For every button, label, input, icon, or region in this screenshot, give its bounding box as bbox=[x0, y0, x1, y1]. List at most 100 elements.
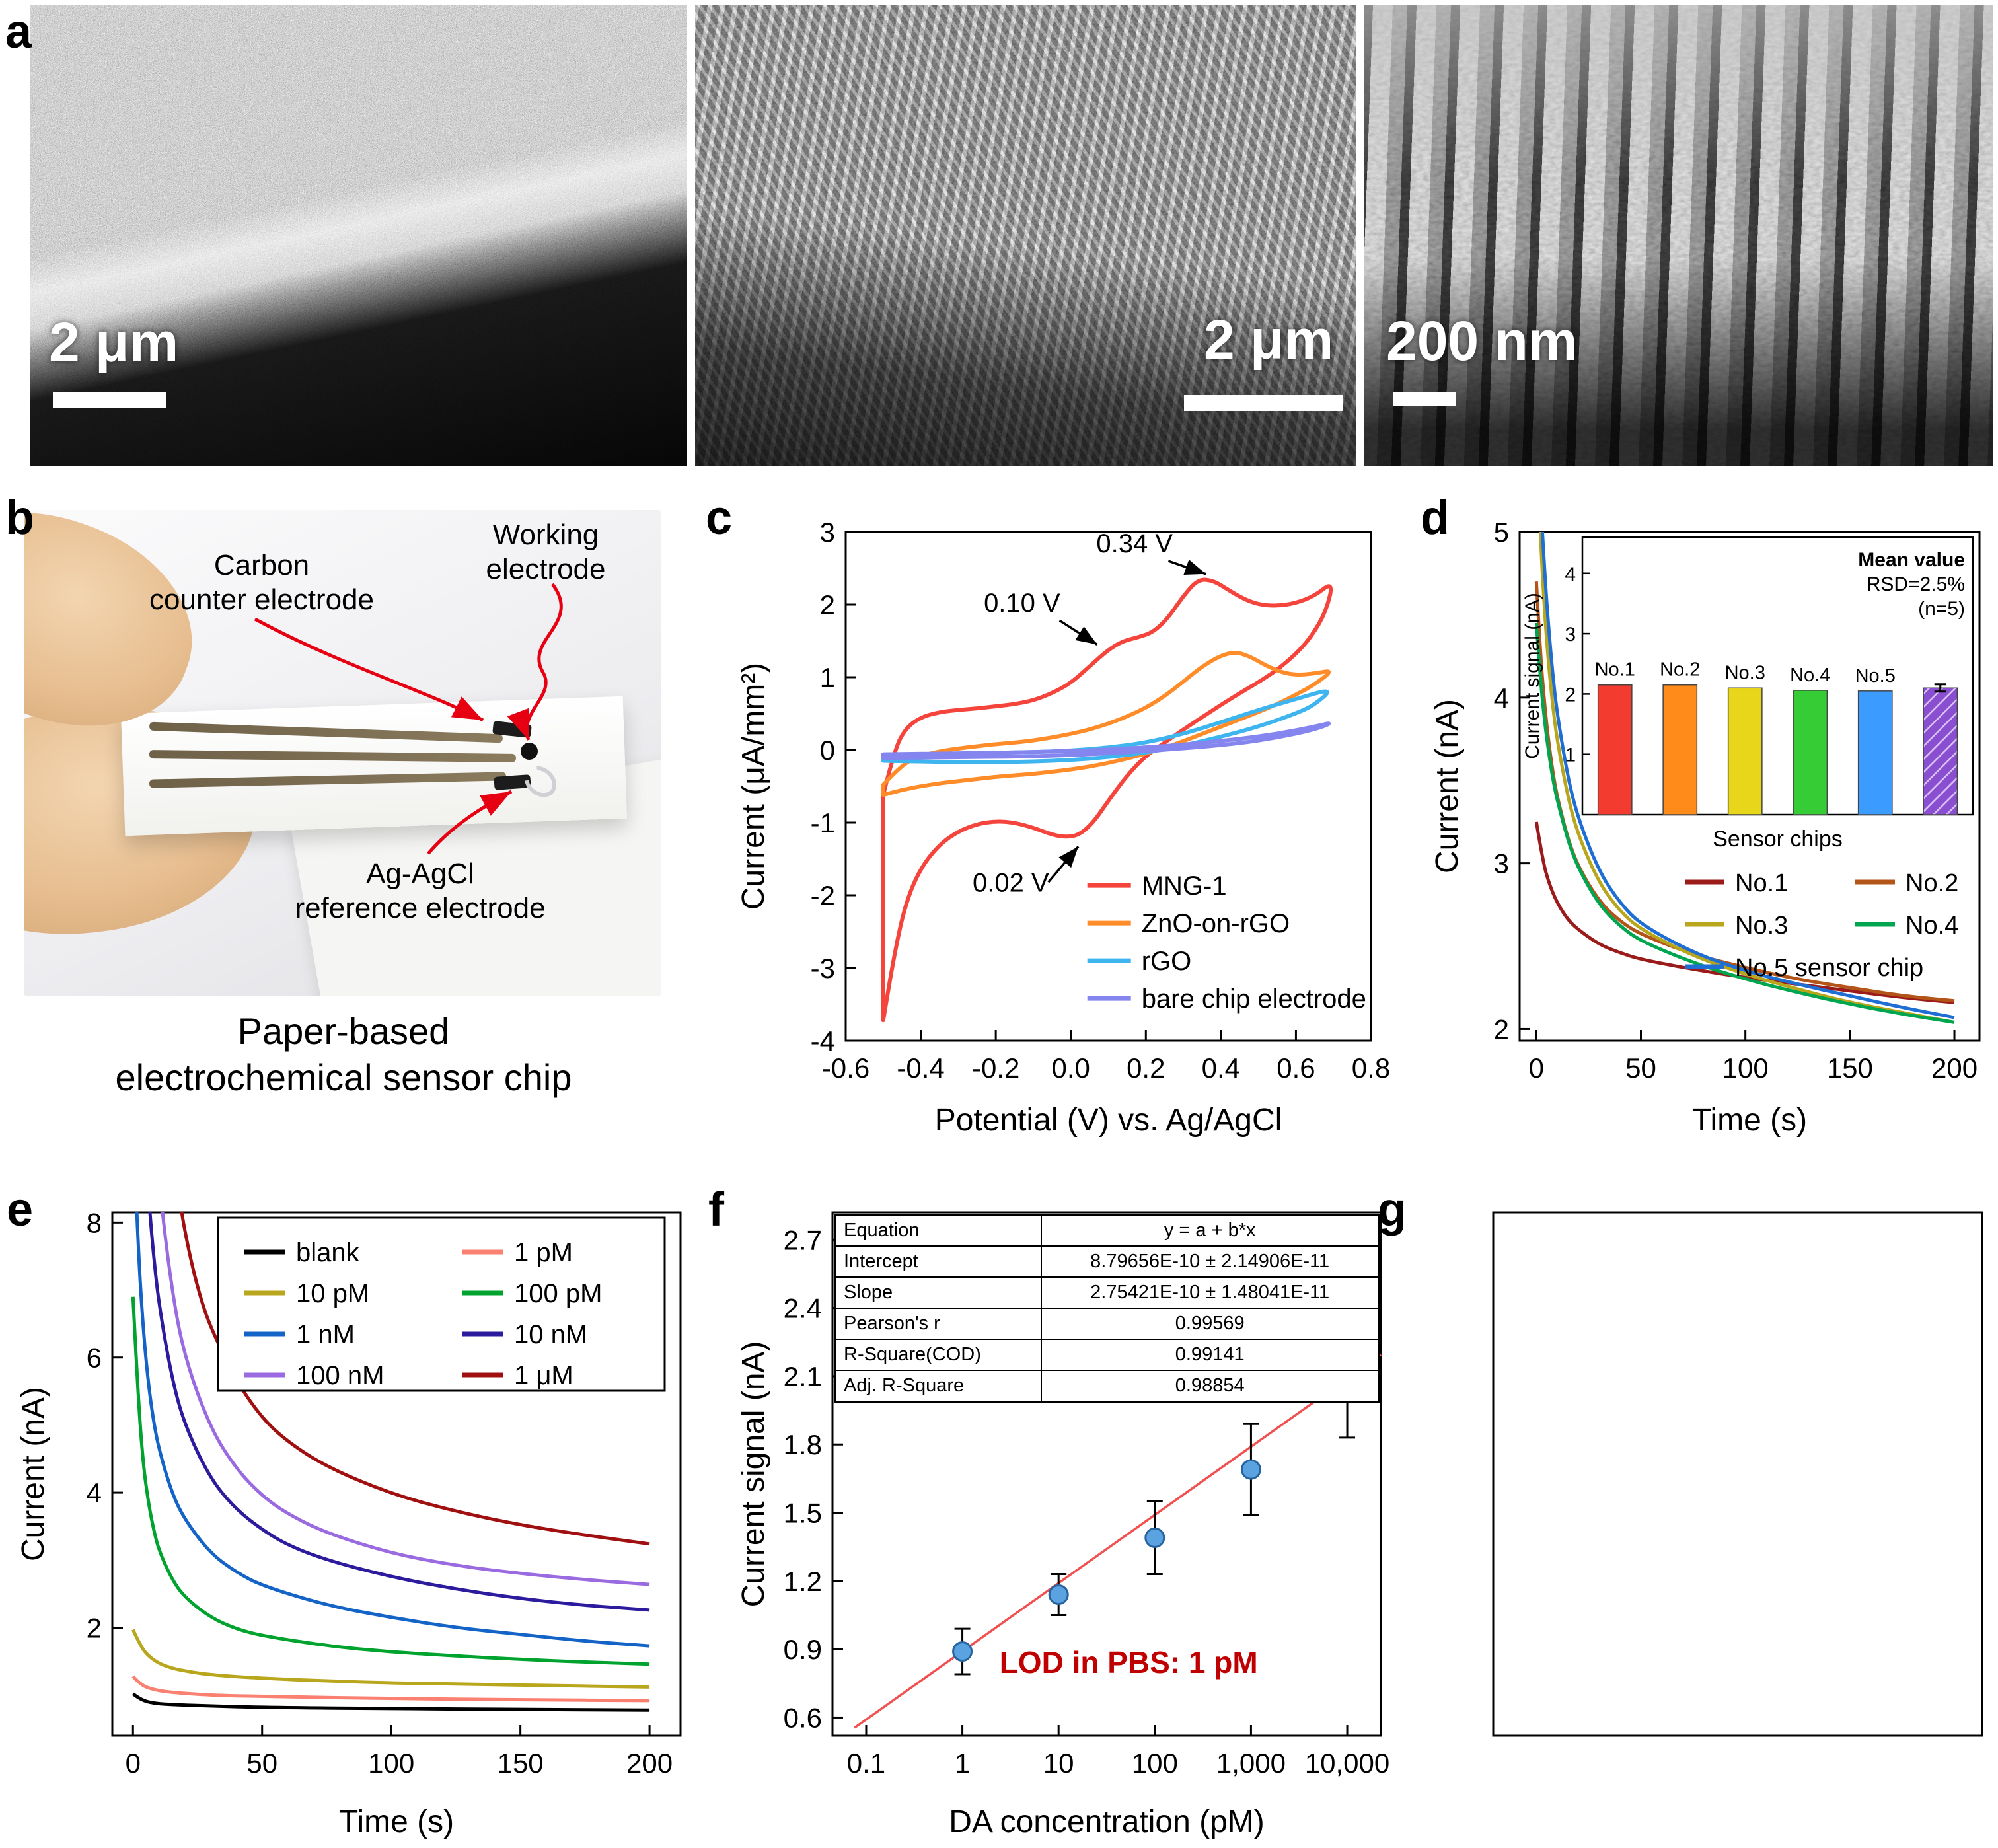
svg-text:Time (s): Time (s) bbox=[339, 1804, 454, 1839]
panel-label-c: c bbox=[706, 492, 733, 544]
svg-text:-3: -3 bbox=[811, 953, 835, 984]
svg-text:0.10 V: 0.10 V bbox=[984, 589, 1060, 618]
svg-text:200: 200 bbox=[1931, 1053, 1978, 1084]
series-No.4 bbox=[1534, 622, 1955, 1024]
svg-text:1: 1 bbox=[955, 1748, 970, 1779]
selectivity-chart bbox=[1401, 1196, 1993, 1848]
svg-text:No.4: No.4 bbox=[1906, 912, 1958, 940]
svg-text:bare chip electrode: bare chip electrode bbox=[1142, 984, 1366, 1014]
svg-text:1: 1 bbox=[820, 662, 835, 693]
panel-label-f: f bbox=[708, 1183, 724, 1236]
inset-bar bbox=[1923, 687, 1958, 815]
svg-text:2: 2 bbox=[87, 1612, 102, 1643]
svg-text:150: 150 bbox=[1827, 1053, 1873, 1084]
inset-bar bbox=[1793, 690, 1828, 815]
svg-text:0.1: 0.1 bbox=[847, 1748, 885, 1779]
svg-text:(n=5): (n=5) bbox=[1918, 598, 1965, 620]
chart-e-svg: 0 50 100 150 200 2 4 6 8 Time (s) Current (nA) blan… bbox=[16, 1207, 682, 1839]
series-No.5 bbox=[1540, 532, 1955, 1019]
series-MNG-1 bbox=[881, 577, 1333, 1023]
sem-shadow bbox=[1364, 5, 1993, 466]
reference-arrow bbox=[427, 790, 513, 855]
svg-text:50: 50 bbox=[246, 1748, 278, 1779]
axes-frame bbox=[831, 1211, 1382, 1737]
svg-text:10: 10 bbox=[1043, 1748, 1074, 1779]
reference-electrode-label: Ag-AgCl reference electrode bbox=[295, 858, 546, 924]
svg-text:1: 1 bbox=[1565, 745, 1576, 766]
svg-text:0.2: 0.2 bbox=[1127, 1053, 1165, 1084]
scale-bar-label: 2 μm bbox=[1204, 309, 1334, 371]
svg-text:No.3: No.3 bbox=[1735, 912, 1788, 940]
panel-label-d: d bbox=[1421, 492, 1450, 544]
series-No.3 bbox=[1538, 532, 1955, 1024]
svg-text:Current (nA): Current (nA) bbox=[16, 1387, 51, 1561]
svg-text:100: 100 bbox=[368, 1748, 414, 1779]
svg-text:2.4: 2.4 bbox=[784, 1293, 822, 1324]
svg-text:blank: blank bbox=[296, 1238, 360, 1267]
svg-text:-4: -4 bbox=[811, 1025, 835, 1056]
svg-text:8: 8 bbox=[87, 1207, 102, 1238]
inset-bar bbox=[1597, 684, 1633, 815]
svg-text:Potential (V) vs. Ag/AgCl: Potential (V) vs. Ag/AgCl bbox=[935, 1103, 1282, 1138]
svg-text:0.9: 0.9 bbox=[784, 1634, 822, 1665]
fit-stats-table: Equation y = a + b*x Intercept 8.79656E-10 … bbox=[834, 1214, 1380, 1403]
svg-text:2.7: 2.7 bbox=[784, 1224, 822, 1255]
svg-text:1.5: 1.5 bbox=[784, 1498, 822, 1529]
svg-text:MNG-1: MNG-1 bbox=[1142, 871, 1227, 901]
scale-bar-label: 2 μm bbox=[49, 311, 179, 373]
working-arrow bbox=[507, 583, 563, 741]
svg-text:rGO: rGO bbox=[1142, 947, 1192, 976]
svg-text:50: 50 bbox=[1625, 1053, 1656, 1084]
svg-text:DA concentration (pM): DA concentration (pM) bbox=[949, 1804, 1265, 1839]
svg-text:2: 2 bbox=[1565, 684, 1576, 706]
svg-text:No.5 sensor chip: No.5 sensor chip bbox=[1735, 954, 1923, 982]
svg-text:Current (nA): Current (nA) bbox=[1430, 699, 1465, 873]
cv-series bbox=[881, 577, 1333, 1023]
svg-text:Time (s): Time (s) bbox=[1692, 1103, 1807, 1138]
svg-text:0: 0 bbox=[1529, 1053, 1544, 1084]
panel-label-g: g bbox=[1378, 1183, 1407, 1236]
sem-shadow bbox=[695, 5, 1356, 466]
series-1 μM bbox=[180, 1212, 650, 1546]
series-ZnO-on-rGO bbox=[881, 651, 1331, 797]
series-No.1 bbox=[1534, 821, 1955, 1004]
series-1 pM bbox=[131, 1675, 650, 1703]
svg-text:-0.2: -0.2 bbox=[972, 1053, 1019, 1084]
svg-text:No.1: No.1 bbox=[1735, 869, 1788, 897]
reproducibility-chart: 0 50 100 150 200 2 3 4 5 Time (s) Current (nA) 1 2 3 4… bbox=[1427, 509, 1993, 1146]
data-point bbox=[952, 1641, 973, 1662]
svg-text:Current (μA/mm²): Current (μA/mm²) bbox=[736, 663, 771, 910]
svg-text:Mean value: Mean value bbox=[1858, 549, 1965, 571]
calibration-chart: 0.1 1 10 100 1,000 10,000 0.6 0.9 1.2 1.5 1.8 2.1 2.… bbox=[733, 1196, 1394, 1848]
inset-bar bbox=[1662, 684, 1698, 815]
axes-frame bbox=[1492, 1211, 1983, 1737]
svg-text:2.1: 2.1 bbox=[784, 1361, 822, 1392]
svg-text:200: 200 bbox=[626, 1748, 673, 1779]
inset-bar bbox=[1857, 690, 1893, 815]
sem-substrate-shadow bbox=[30, 5, 687, 466]
chart-g-svg bbox=[1492, 1211, 1983, 1737]
svg-text:2: 2 bbox=[1494, 1014, 1509, 1045]
counter-electrode-label: Carbon counter electrode bbox=[149, 549, 374, 616]
working-electrode-pad bbox=[521, 743, 538, 760]
panel-label-b: b bbox=[5, 492, 34, 544]
series-bare chip electrode bbox=[881, 721, 1331, 760]
svg-text:No.4: No.4 bbox=[1790, 665, 1830, 686]
svg-text:-0.4: -0.4 bbox=[897, 1053, 944, 1084]
chart-c-svg: -0.6 -0.4 -0.2 0.0 0.2 0.4 0.6 0.8 -4 -3 -2 -1 0 1 2 3 P… bbox=[736, 517, 1390, 1138]
sensor-chip-photo: Working electrode Carbon counter electro… bbox=[24, 510, 661, 996]
svg-text:Current signal (nA): Current signal (nA) bbox=[736, 1341, 771, 1608]
svg-text:1 μM: 1 μM bbox=[514, 1361, 574, 1390]
series-1 nM bbox=[135, 1212, 650, 1648]
svg-text:100: 100 bbox=[1132, 1748, 1178, 1779]
svg-text:No.5: No.5 bbox=[1855, 665, 1896, 686]
scale-bar bbox=[1393, 392, 1456, 406]
chart-f-svg: 0.1 1 10 100 1,000 10,000 0.6 0.9 1.2 1.5 1.8 2.1 2.… bbox=[736, 1211, 1389, 1839]
svg-text:100 pM: 100 pM bbox=[514, 1279, 602, 1308]
cv-chart: -0.6 -0.4 -0.2 0.0 0.2 0.4 0.6 0.8 -4 -3 -2 -1 0 1 2 3 P… bbox=[733, 509, 1394, 1146]
svg-text:1.2: 1.2 bbox=[784, 1566, 822, 1597]
svg-text:0: 0 bbox=[126, 1748, 141, 1779]
svg-text:10 nM: 10 nM bbox=[514, 1320, 587, 1349]
series-10 nM bbox=[148, 1212, 650, 1612]
